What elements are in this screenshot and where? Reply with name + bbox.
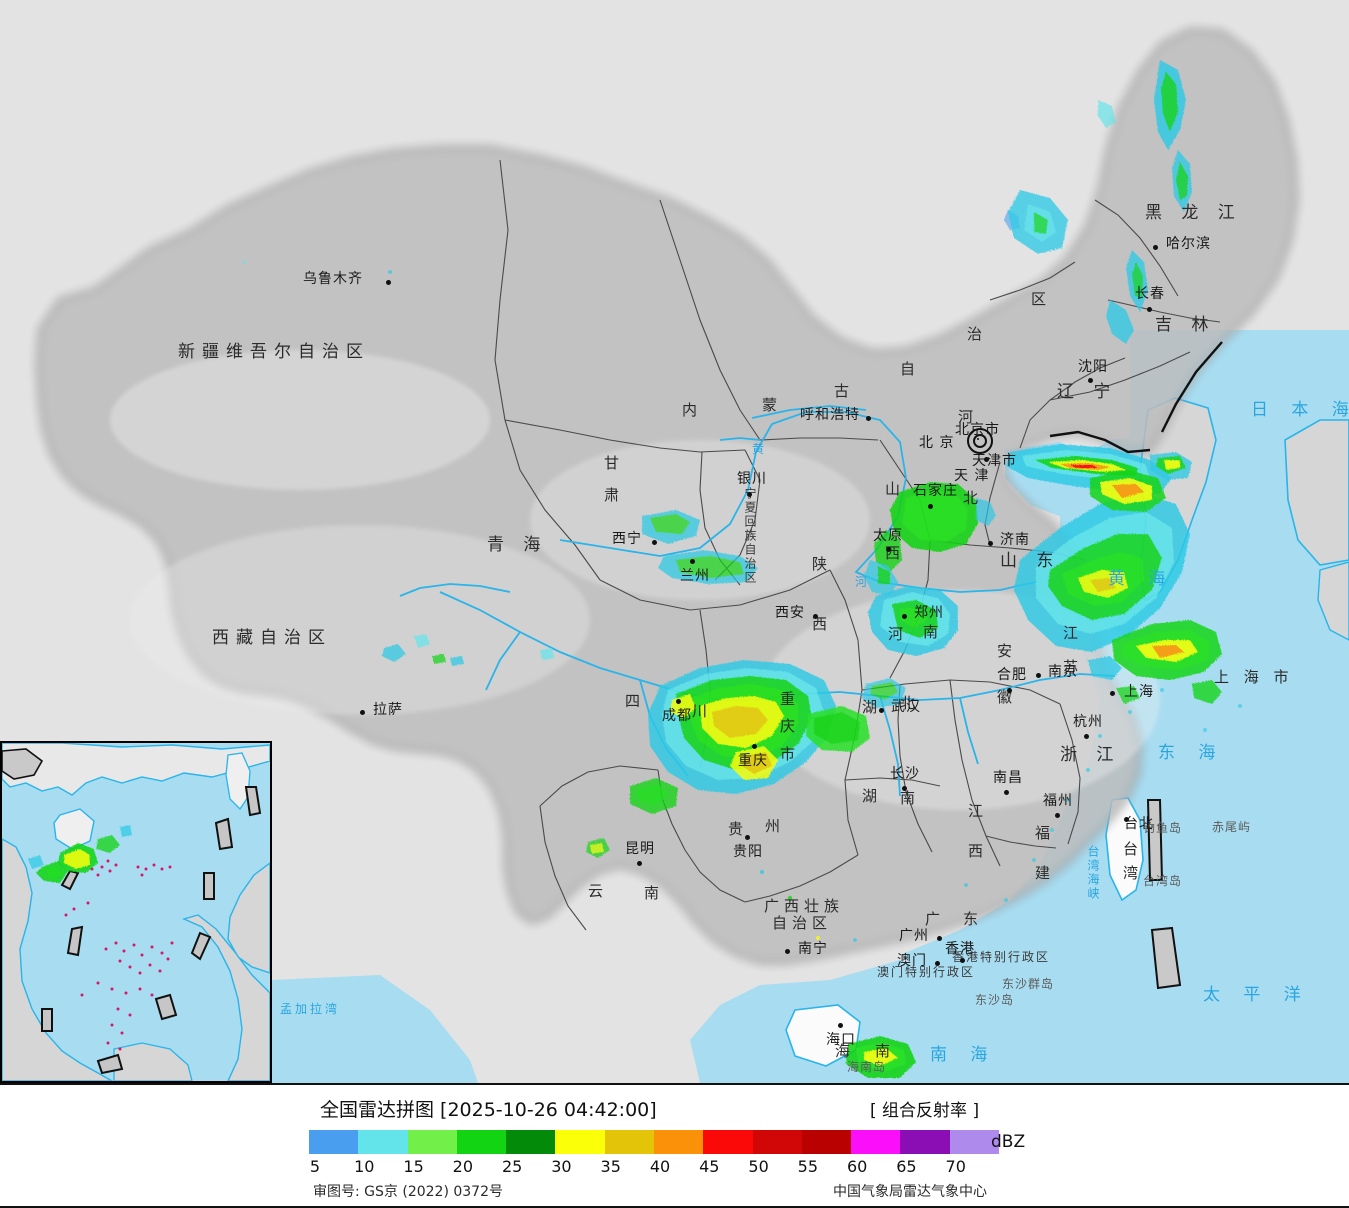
city-marker-21[interactable] bbox=[1004, 790, 1009, 795]
city-marker-33[interactable] bbox=[935, 961, 940, 966]
dbz-tick-55: 55 bbox=[797, 1157, 819, 1176]
national-boundary bbox=[1049, 341, 1223, 454]
city-marker-13[interactable] bbox=[652, 540, 657, 545]
south-china-sea-inset-map[interactable] bbox=[0, 741, 272, 1083]
city-marker-24[interactable] bbox=[752, 744, 757, 749]
city-marker-16[interactable] bbox=[902, 614, 907, 619]
city-marker-26[interactable] bbox=[902, 786, 907, 791]
radar-site-marker-beijing[interactable] bbox=[967, 428, 993, 454]
city-marker-3[interactable] bbox=[1088, 378, 1093, 383]
dbz-tick-60: 60 bbox=[846, 1157, 868, 1176]
city-marker-2[interactable] bbox=[1147, 307, 1152, 312]
dbz-tick-10: 10 bbox=[354, 1157, 375, 1176]
city-marker-17[interactable] bbox=[1007, 688, 1012, 693]
inset-graphics bbox=[2, 743, 270, 1081]
dbz-swatch-60-65[interactable] bbox=[851, 1130, 901, 1154]
dbz-tick-45: 45 bbox=[699, 1157, 720, 1176]
dbz-tick-labels: 5 10 15 20 25 30 35 40 45 50 55 60 65 70 bbox=[309, 1157, 1039, 1177]
china-landmass bbox=[38, 30, 1296, 962]
product-type-label: [ 组合反射率 ] bbox=[870, 1101, 980, 1121]
city-marker-27[interactable] bbox=[745, 835, 750, 840]
dbz-swatch-5-10[interactable] bbox=[309, 1130, 359, 1154]
radar-echo-field bbox=[242, 60, 1242, 1078]
city-marker-15[interactable] bbox=[813, 614, 818, 619]
map-graphics bbox=[36, 28, 1349, 1083]
city-marker-34[interactable] bbox=[838, 1023, 843, 1028]
national-radar-map[interactable]: 新疆维吾尔自治区 西藏自治区青 海甘肃内蒙古自治区黑 龙 江吉 林辽 宁河北山西山… bbox=[0, 0, 1349, 1083]
city-marker-29[interactable] bbox=[360, 710, 365, 715]
city-marker-31[interactable] bbox=[937, 936, 942, 941]
city-marker-14[interactable] bbox=[690, 559, 695, 564]
dbz-tick-20: 20 bbox=[452, 1157, 474, 1176]
dbz-swatch-45-50[interactable] bbox=[703, 1130, 753, 1154]
dbz-swatch-10-15[interactable] bbox=[358, 1130, 408, 1154]
dbz-unit-label: dBZ bbox=[991, 1132, 1026, 1152]
title-row: 全国雷达拼图 [2025-10-26 04:42:00] [ 组合反射率 ] bbox=[0, 1095, 1349, 1121]
dbz-swatch-30-35[interactable] bbox=[555, 1130, 605, 1154]
page-title: 全国雷达拼图 [2025-10-26 04:42:00] bbox=[320, 1099, 657, 1121]
city-marker-22[interactable] bbox=[1055, 813, 1060, 818]
city-marker-12[interactable] bbox=[747, 492, 752, 497]
dbz-swatch-20-25[interactable] bbox=[456, 1130, 507, 1154]
city-marker-20[interactable] bbox=[1084, 734, 1089, 739]
city-marker-0[interactable] bbox=[386, 280, 391, 285]
dbz-tick-50: 50 bbox=[748, 1157, 769, 1176]
city-marker-18[interactable] bbox=[1036, 673, 1041, 678]
dbz-tick-5: 5 bbox=[309, 1157, 321, 1176]
dbz-color-scale[interactable] bbox=[309, 1130, 999, 1154]
city-marker-8[interactable] bbox=[984, 457, 989, 462]
city-marker-28[interactable] bbox=[637, 861, 642, 866]
dbz-swatch-35-40[interactable] bbox=[604, 1130, 654, 1154]
dbz-swatch-25-30[interactable] bbox=[506, 1130, 556, 1154]
dbz-tick-15: 15 bbox=[403, 1157, 424, 1176]
city-marker-19[interactable] bbox=[1110, 691, 1115, 696]
dbz-tick-65: 65 bbox=[896, 1157, 917, 1176]
city-marker-30[interactable] bbox=[785, 949, 790, 954]
city-marker-10[interactable] bbox=[886, 547, 891, 552]
dbz-swatch-65-70[interactable] bbox=[900, 1130, 950, 1154]
approval-number: 审图号: GS京 (2022) 0372号 bbox=[313, 1184, 503, 1200]
dbz-swatch-50-55[interactable] bbox=[752, 1130, 802, 1154]
city-marker-11[interactable] bbox=[988, 541, 993, 546]
city-marker-35[interactable] bbox=[1124, 817, 1129, 822]
dbz-tick-35: 35 bbox=[600, 1157, 621, 1176]
city-marker-4[interactable] bbox=[866, 416, 871, 421]
dbz-tick-30: 30 bbox=[551, 1157, 572, 1176]
dbz-swatch-15-20[interactable] bbox=[407, 1130, 457, 1154]
city-marker-1[interactable] bbox=[1153, 245, 1158, 250]
city-marker-23[interactable] bbox=[676, 699, 681, 704]
city-marker-32[interactable] bbox=[960, 958, 965, 963]
dbz-tick-70: 70 bbox=[945, 1157, 966, 1176]
dbz-swatch-40-45[interactable] bbox=[653, 1130, 704, 1154]
source-attribution: 中国气象局雷达气象中心 bbox=[833, 1184, 987, 1200]
legend-footer: 全国雷达拼图 [2025-10-26 04:42:00] [ 组合反射率 ] d… bbox=[0, 1083, 1349, 1208]
city-marker-9[interactable] bbox=[928, 504, 933, 509]
dbz-tick-25: 25 bbox=[501, 1157, 523, 1176]
city-marker-25[interactable] bbox=[879, 708, 884, 713]
dbz-tick-40: 40 bbox=[649, 1157, 671, 1176]
dbz-swatch-55-60[interactable] bbox=[801, 1130, 852, 1154]
dbz-swatch-70+[interactable] bbox=[949, 1130, 999, 1154]
